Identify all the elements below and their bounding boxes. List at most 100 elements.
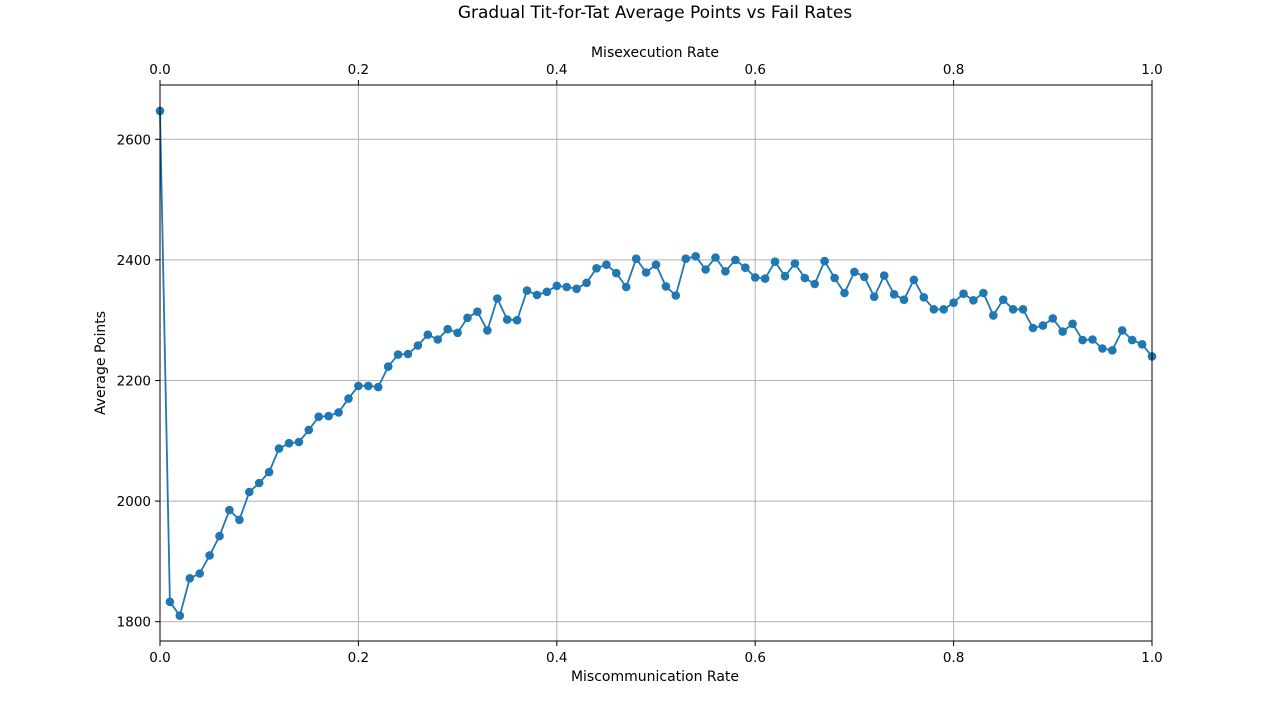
y-tick-label: 2600	[117, 132, 151, 148]
y-tick-label: 1800	[117, 615, 151, 631]
top-x-tick-label: 0.2	[348, 62, 369, 78]
data-point	[850, 267, 859, 277]
data-point	[621, 282, 631, 292]
top-x-axis-label: Misexecution Rate	[591, 45, 719, 61]
data-point	[631, 254, 641, 263]
data-point	[542, 287, 552, 297]
data-point	[929, 305, 939, 314]
series-line	[159, 110, 1153, 618]
data-point	[493, 294, 502, 303]
x-tick-label: 1.0	[1141, 650, 1162, 666]
data-point	[810, 279, 819, 289]
data-point	[750, 273, 760, 282]
data-point	[820, 256, 829, 266]
data-point	[225, 505, 234, 515]
data-point	[483, 326, 492, 335]
top-x-tick-label: 0.6	[744, 62, 765, 78]
data-point	[512, 315, 522, 325]
data-point	[1048, 314, 1058, 323]
data-point	[473, 307, 482, 317]
data-point	[502, 315, 512, 324]
top-x-tick-label: 0.8	[943, 62, 964, 78]
top-x-tick-label: 0.4	[546, 62, 567, 78]
data-point	[840, 288, 849, 298]
data-point	[572, 284, 581, 294]
data-point	[413, 341, 423, 350]
data-point	[800, 273, 810, 283]
grid	[159, 85, 1153, 641]
data-point	[264, 467, 274, 477]
data-point	[989, 311, 998, 320]
y-axis-label: Average Points	[93, 311, 109, 415]
data-point	[1078, 335, 1087, 345]
data-point	[651, 260, 661, 270]
data-point	[889, 290, 899, 299]
data-point	[701, 265, 710, 274]
data-point	[284, 438, 294, 448]
data-point	[1108, 346, 1117, 355]
data-point	[899, 295, 909, 305]
data-point	[949, 298, 958, 308]
axis-ticks: 0.0 0.2 0.4 0.6 0.8 1.0 0.0 0.2 0.4 0.6 0.8 1.0 1800…	[117, 62, 1163, 666]
data-point	[790, 259, 800, 268]
data-point	[453, 328, 462, 338]
data-point	[770, 257, 780, 267]
data-point	[364, 381, 373, 391]
data-point	[1008, 305, 1018, 314]
data-point	[215, 531, 224, 541]
data-point	[175, 611, 185, 620]
data-point	[602, 260, 611, 270]
data-point	[532, 290, 542, 300]
data-point	[860, 272, 869, 282]
data-point	[760, 274, 770, 283]
data-point	[344, 394, 353, 403]
data-point	[393, 350, 403, 359]
data-point	[909, 275, 919, 285]
data-point	[612, 268, 621, 278]
data-point	[1098, 344, 1107, 353]
plot-frame	[159, 84, 1153, 642]
data-point	[373, 382, 383, 392]
data-point	[661, 282, 671, 291]
data-point	[1117, 326, 1127, 335]
data-point	[443, 324, 453, 334]
x-tick-label: 0.0	[149, 650, 170, 666]
data-point	[671, 291, 681, 300]
data-point	[522, 286, 532, 295]
y-tick-label: 2400	[117, 253, 151, 269]
data-point	[314, 412, 324, 422]
data-point	[939, 305, 948, 314]
data-point	[879, 271, 889, 280]
data-point	[383, 362, 393, 371]
data-point	[1088, 335, 1097, 344]
data-point	[245, 487, 254, 497]
data-point	[959, 289, 968, 299]
data-point	[254, 478, 264, 488]
data-point	[205, 551, 214, 560]
x-axis-label: Miscommunication Rate	[571, 669, 739, 685]
x-tick-label: 0.6	[744, 650, 765, 666]
top-x-tick-label: 0.0	[149, 62, 170, 78]
data-point	[185, 574, 195, 583]
data-point	[1068, 319, 1077, 329]
data-point	[1038, 321, 1048, 330]
data-point	[641, 268, 651, 277]
data-point	[721, 267, 730, 276]
data-point	[294, 437, 304, 447]
data-point	[354, 381, 363, 391]
y-tick-label: 2000	[117, 494, 151, 510]
data-point	[582, 278, 591, 288]
data-point	[681, 254, 691, 263]
data-point	[869, 292, 879, 302]
data-point	[1028, 323, 1038, 333]
data-point	[235, 515, 244, 525]
data-point	[423, 330, 433, 340]
data-point	[780, 271, 790, 281]
data-point	[433, 335, 443, 344]
data-point	[552, 281, 562, 291]
data-point	[830, 273, 839, 283]
data-point	[562, 282, 571, 292]
series-average-points	[155, 106, 1157, 620]
data-point	[969, 296, 978, 305]
